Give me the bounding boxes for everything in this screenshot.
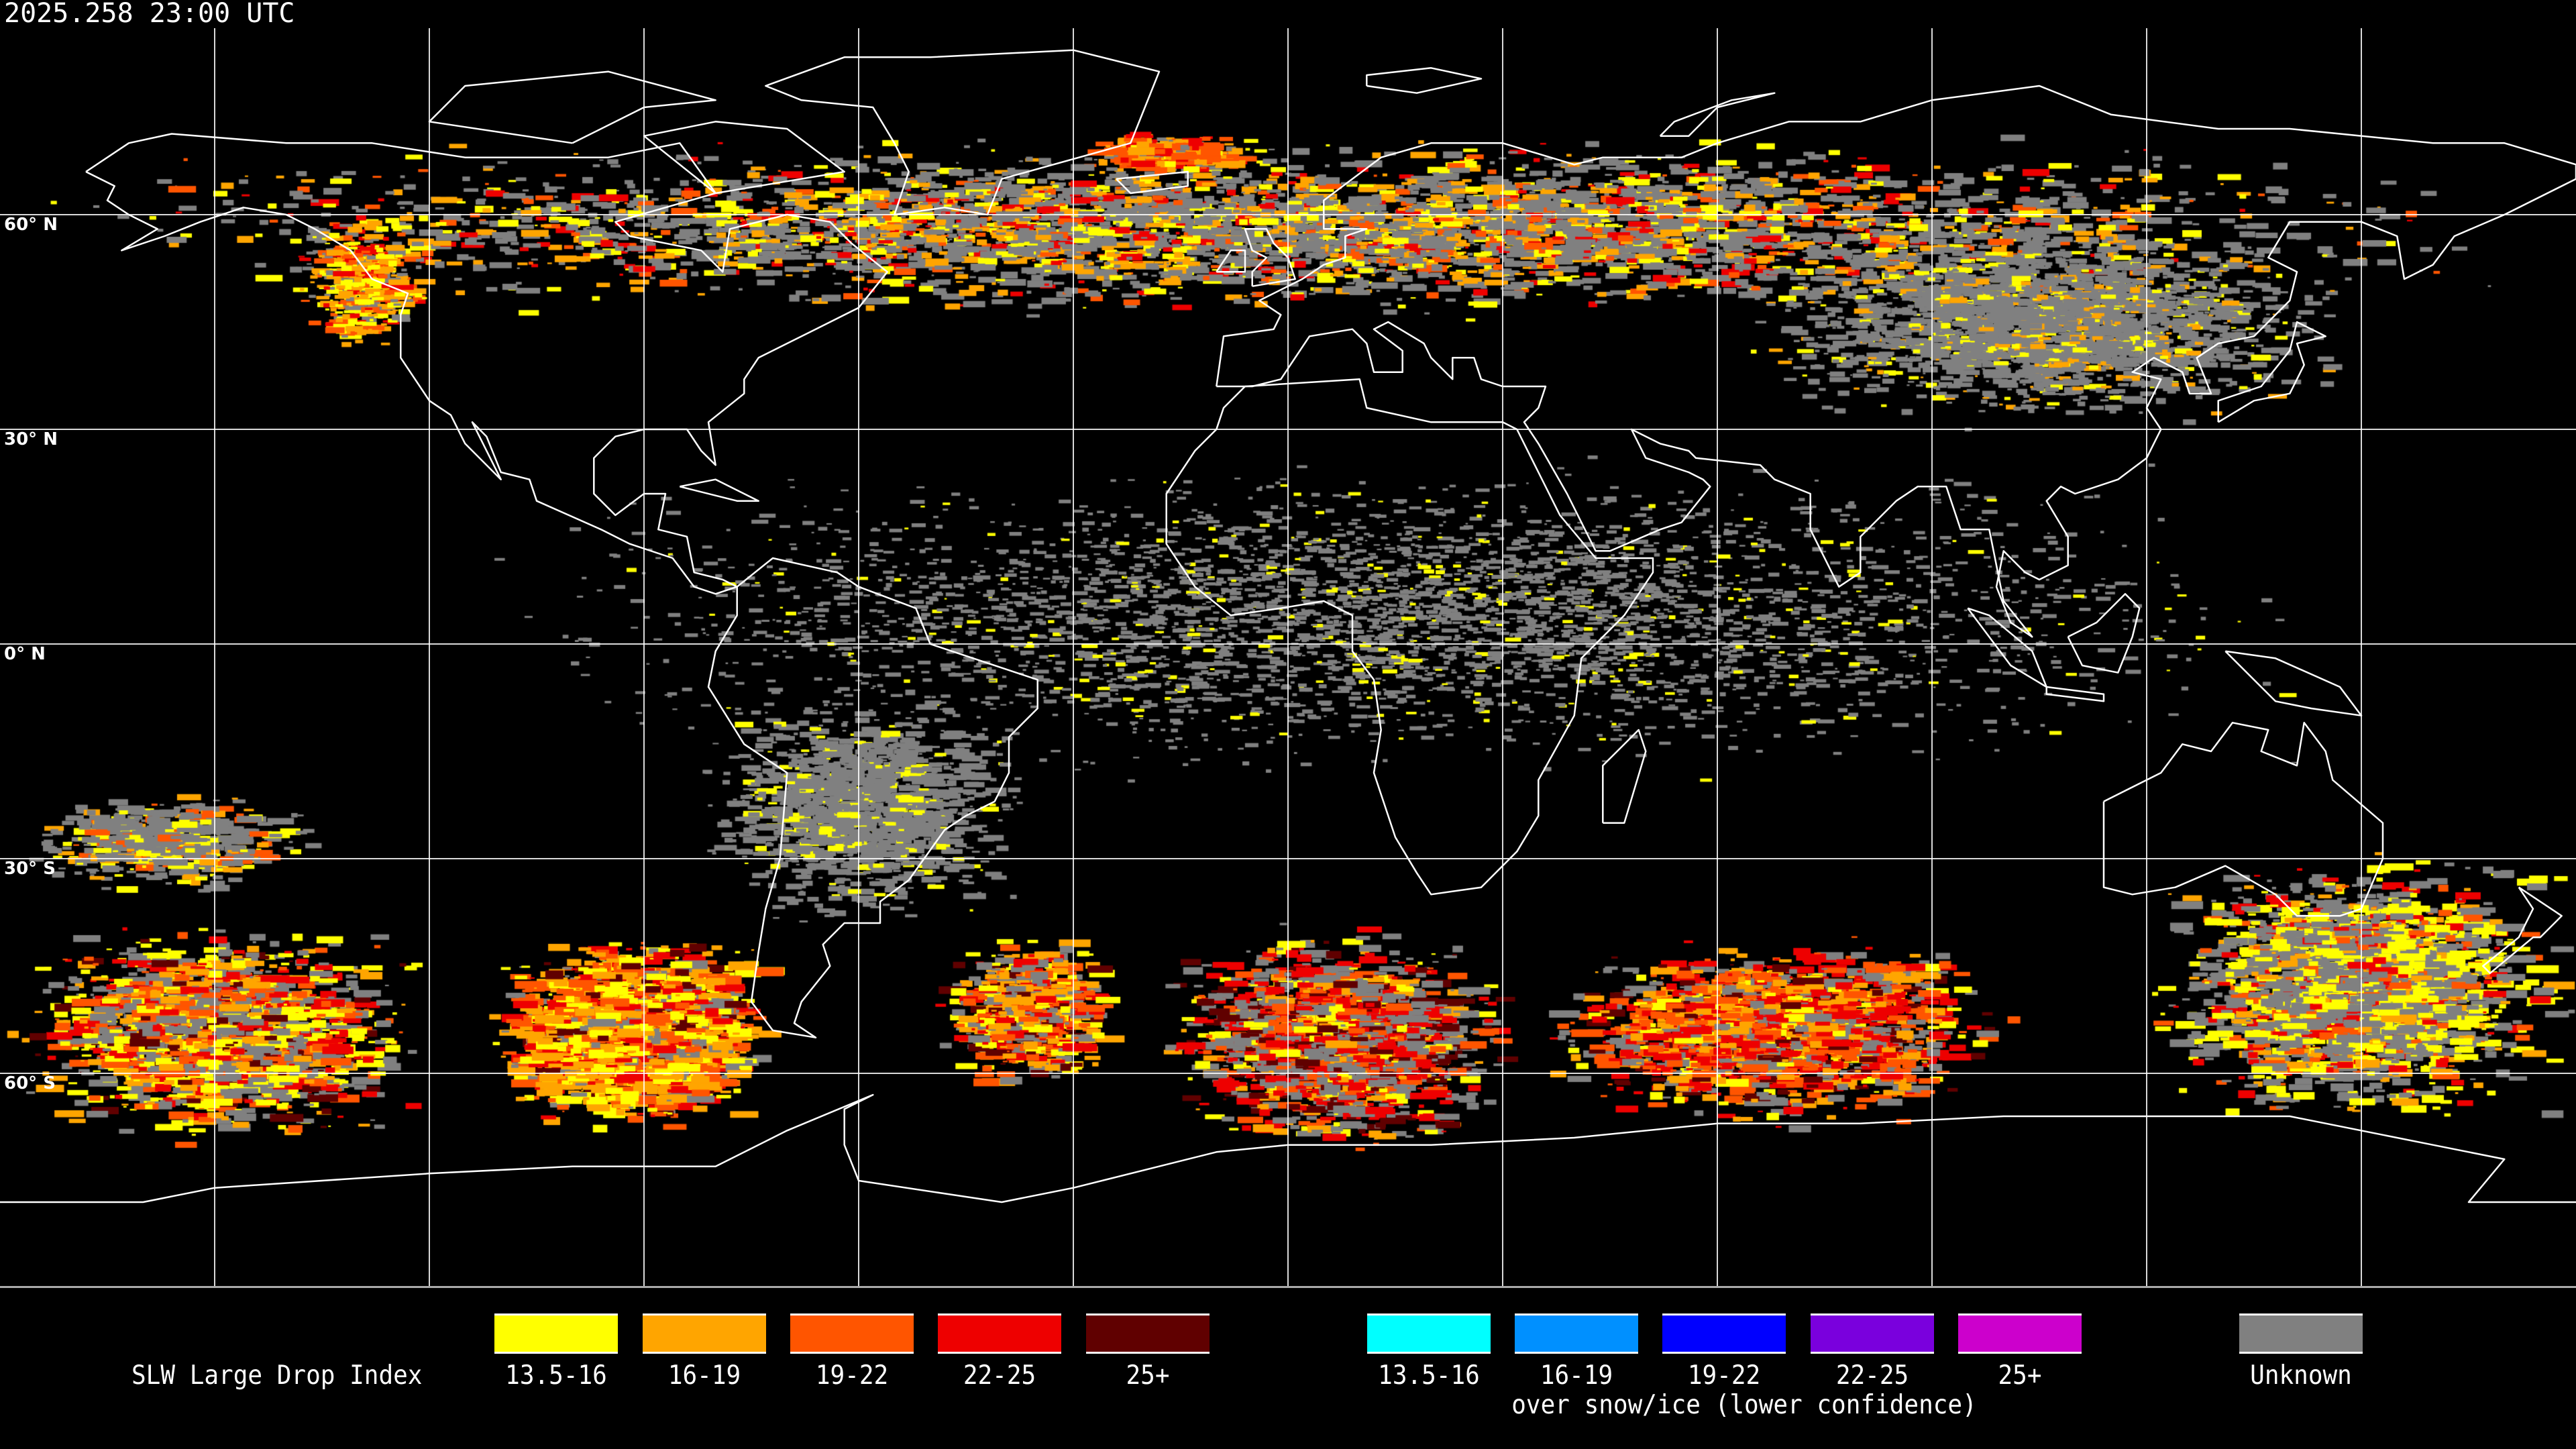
label-standard-22-25: 22-25 (963, 1360, 1036, 1391)
coastline-svalbard (1366, 67, 1483, 94)
coastline-new-guinea (2224, 650, 2363, 716)
swatch-standard-16-19 (643, 1313, 766, 1354)
label-snow-16-19: 16-19 (1540, 1360, 1613, 1391)
label-snow-22-25: 22-25 (1835, 1360, 1909, 1391)
map-legend-separator (0, 1286, 2576, 1288)
swatch-snow-25plus (1958, 1313, 2082, 1354)
swatch-standard-22-25 (938, 1313, 1061, 1354)
label-snow-25plus: 25+ (1998, 1360, 2042, 1391)
swatch-standard-13-16 (494, 1313, 618, 1354)
label-standard-13-16: 13.5-16 (505, 1360, 607, 1391)
coastline-south-america (707, 557, 1038, 1038)
swatch-snow-13-16 (1367, 1313, 1491, 1354)
snow-ice-caption: over snow/ice (lower confidence) (1511, 1389, 1977, 1421)
coastline-sumatra (1967, 607, 2047, 688)
coastline-baffin-island (643, 121, 845, 195)
label-snow-13-16: 13.5-16 (1378, 1360, 1480, 1391)
lat-label-60n: 60° N (4, 215, 58, 235)
coastline-eurasia (1216, 85, 2576, 638)
coastline-cuba (679, 478, 759, 502)
lat-label-30n: 30° N (4, 429, 58, 449)
swatch-snow-22-25 (1811, 1313, 1934, 1354)
swatch-standard-19-22 (790, 1313, 914, 1354)
swatch-standard-25plus (1086, 1313, 1210, 1354)
coastline-new-zealand (2482, 886, 2563, 974)
coastline-great-britain (1244, 228, 1296, 287)
coastline-greenland (765, 49, 1161, 216)
label-standard-25plus: 25+ (1126, 1360, 1170, 1391)
world-map (0, 0, 2576, 1287)
swatch-unknown (2239, 1313, 2363, 1354)
swatch-snow-16-19 (1515, 1313, 1638, 1354)
lat-label-30s: 30° S (4, 859, 56, 879)
coastline-borneo (2067, 593, 2141, 674)
coastline-ireland (1216, 250, 1246, 273)
swatch-snow-19-22 (1662, 1313, 1786, 1354)
lat-label-0n: 0° N (4, 644, 46, 664)
label-standard-16-19: 16-19 (667, 1360, 741, 1391)
coastline-and-grid-overlay (0, 28, 2576, 1287)
timestamp-title: 2025.258 23:00 UTC (4, 0, 295, 29)
lat-label-60s: 60° S (4, 1073, 56, 1093)
coastline-novaya-zemlya (1659, 92, 1776, 137)
coastline-australia (2102, 722, 2384, 917)
coastline-africa (1165, 378, 1654, 896)
coastline-japan (2217, 321, 2326, 423)
coastline-java (2045, 686, 2105, 702)
coastline-north-america (85, 133, 888, 595)
label-unknown: Unknown (2250, 1360, 2352, 1391)
coastline-canadian-arctic-islands (428, 70, 716, 144)
coastline-madagascar (1602, 729, 1647, 824)
label-standard-19-22: 19-22 (815, 1360, 889, 1391)
label-snow-19-22: 19-22 (1687, 1360, 1761, 1391)
coastline-antarctica (0, 1093, 2576, 1203)
legend-title: SLW Large Drop Index (131, 1360, 423, 1391)
coastline-iceland (1116, 170, 1189, 195)
